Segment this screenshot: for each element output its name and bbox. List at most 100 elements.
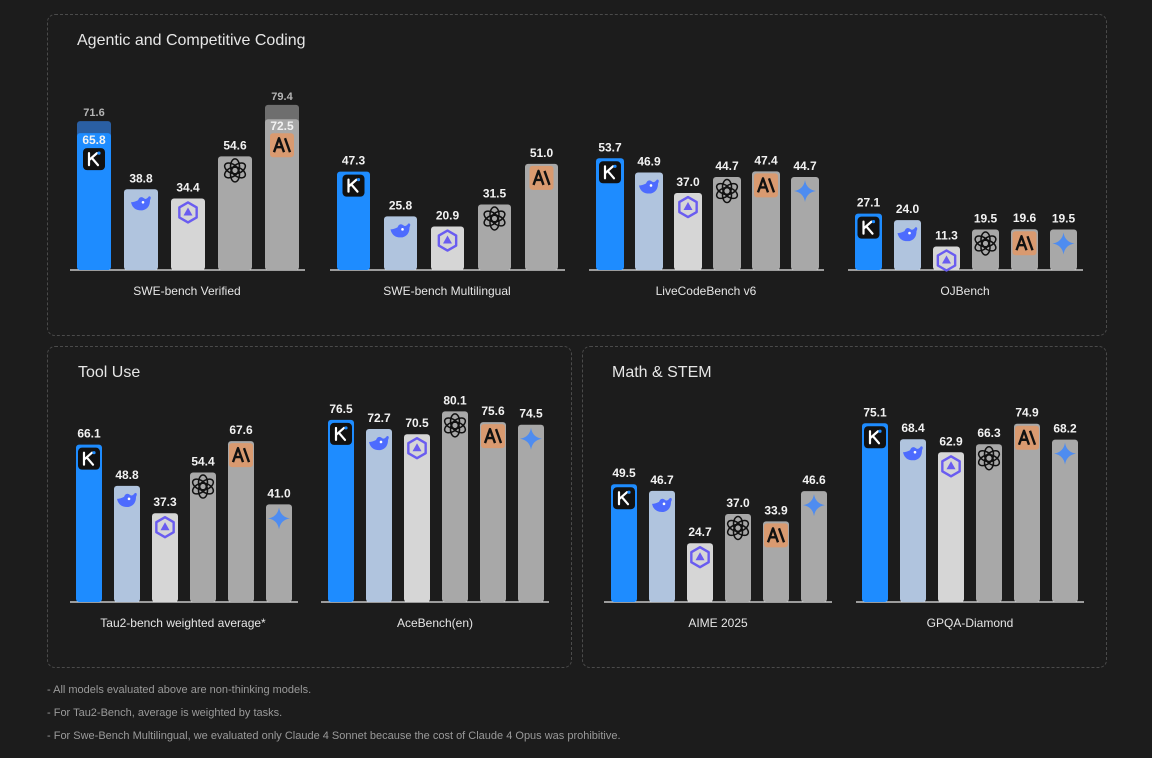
bar-qwen <box>404 434 430 602</box>
deepseek-icon <box>131 196 151 211</box>
bar-qwen <box>938 452 964 602</box>
chart-group: 66.1 48.8 37.3 54.4 67.6 41.0 Tau2-bench weigh… <box>70 423 298 630</box>
bar-value-label: 19.5 <box>1052 211 1076 225</box>
chart-category-label: AIME 2025 <box>688 616 748 630</box>
bar-value-label: 80.1 <box>443 393 467 407</box>
bar-value-label: 37.0 <box>726 496 750 510</box>
bar-deepseek <box>900 439 926 602</box>
bar-value-label: 46.6 <box>802 473 826 487</box>
qwen-icon <box>941 455 961 478</box>
bar-value-label: 24.7 <box>688 525 712 539</box>
qwen-icon <box>437 229 458 252</box>
footnote-3: - For Swe-Bench Multilingual, we evaluat… <box>47 730 621 742</box>
gemini-icon <box>1052 232 1075 255</box>
bar-kimi <box>862 423 888 602</box>
gpt-icon <box>191 474 215 499</box>
bar-kimi <box>328 419 354 602</box>
gemini-icon <box>520 427 542 450</box>
bar-value-label: 51.0 <box>530 146 554 160</box>
gpt-icon <box>223 158 247 183</box>
chart-group: 53.7 46.9 37.0 44.7 47.4 44.7 LiveCodeBench v6 <box>589 140 824 298</box>
qwen-icon <box>678 195 698 219</box>
gemini-icon <box>803 494 825 517</box>
bar-deepseek <box>649 490 675 602</box>
gemini-icon <box>268 507 290 530</box>
bar-value-label: 34.4 <box>176 180 200 194</box>
bar-value-label: 47.3 <box>342 154 366 168</box>
bar-value-label: 41.0 <box>267 486 291 500</box>
math-stem-panel-title: Math & STEM <box>612 364 712 381</box>
bar-gemini <box>266 504 292 602</box>
qwen-icon <box>936 249 957 272</box>
coding-panel <box>47 14 1107 336</box>
bar-kimi <box>611 484 637 602</box>
kimi-icon <box>599 161 621 184</box>
bar-claude <box>525 163 558 270</box>
chart-category-label: Tau2-bench weighted average* <box>100 616 266 630</box>
coding-panel-title: Agentic and Competitive Coding <box>77 32 306 49</box>
bar-deepseek <box>114 485 140 602</box>
chart-group: 47.3 25.8 20.9 31.5 51.0 SWE-bench Multilingu… <box>330 146 565 298</box>
kimi-icon <box>330 422 352 445</box>
deepseek-icon <box>903 446 923 461</box>
bar-value-label: 47.4 <box>754 153 778 167</box>
kimi-icon <box>78 447 100 470</box>
bar-value-label: 53.7 <box>598 140 622 154</box>
gpt-icon <box>715 178 739 204</box>
bar-value-label: 20.9 <box>436 209 460 223</box>
deepseek-icon <box>390 223 411 238</box>
kimi-icon <box>864 426 886 449</box>
bar-gpt <box>478 204 511 270</box>
bar-value-label: 74.9 <box>1015 406 1039 420</box>
kimi-icon <box>83 148 105 171</box>
gemini-icon <box>794 180 816 203</box>
bar-value-label: 68.4 <box>901 421 925 435</box>
bar-kimi <box>596 158 624 270</box>
bar-top-label: 71.6 <box>83 107 104 119</box>
bar-value-label: 54.4 <box>191 455 215 469</box>
bar-gpt <box>713 177 741 270</box>
bar-value-label: 37.0 <box>676 175 700 189</box>
qwen-icon <box>155 516 175 539</box>
claude-icon <box>229 443 253 468</box>
bar-value-label: 44.7 <box>793 159 817 173</box>
claude-icon <box>481 424 505 449</box>
claude-icon <box>1015 425 1039 450</box>
bar-qwen <box>431 226 464 270</box>
bar-value-label: 44.7 <box>715 159 739 173</box>
bar-top-label: 79.4 <box>271 91 293 103</box>
bar-gemini <box>1052 439 1078 602</box>
gpt-icon <box>974 231 997 256</box>
bar-kimi <box>76 444 102 602</box>
bar-claude <box>228 441 254 602</box>
bar-gpt <box>190 472 216 602</box>
gpt-icon <box>443 413 467 438</box>
bar-gpt <box>442 411 468 602</box>
qwen-icon <box>178 201 198 224</box>
kimi-icon <box>857 216 880 239</box>
qwen-icon <box>690 546 710 569</box>
bar-deepseek <box>124 189 158 270</box>
bar-value-label: 46.9 <box>637 154 661 168</box>
deepseek-icon <box>652 497 672 512</box>
bar-value-label: 19.6 <box>1013 211 1037 225</box>
chart-category-label: SWE-bench Verified <box>133 284 240 298</box>
claude-icon <box>764 523 788 548</box>
tool-use-panel <box>47 346 572 668</box>
gpt-icon <box>483 206 506 231</box>
bar-value-label: 67.6 <box>229 423 253 437</box>
gpt-icon <box>726 515 750 541</box>
chart-group: 76.5 72.7 70.5 80.1 75.6 74.5 AceBench(en) <box>321 393 549 630</box>
bar-claude <box>480 422 506 602</box>
bar-value-label: 46.7 <box>650 473 674 487</box>
bar-value-label: 33.9 <box>764 503 788 517</box>
chart-group: 27.1 24.0 11.3 19.5 19.6 19.5 OJBench <box>848 196 1083 298</box>
bar-value-label: 66.3 <box>977 426 1001 440</box>
deepseek-icon <box>897 227 918 242</box>
bar-value-label: 11.3 <box>935 228 958 242</box>
claude-icon <box>529 165 554 190</box>
bar-value-label: 49.5 <box>612 466 636 480</box>
gemini-icon <box>1054 442 1076 465</box>
kimi-icon <box>613 487 635 510</box>
